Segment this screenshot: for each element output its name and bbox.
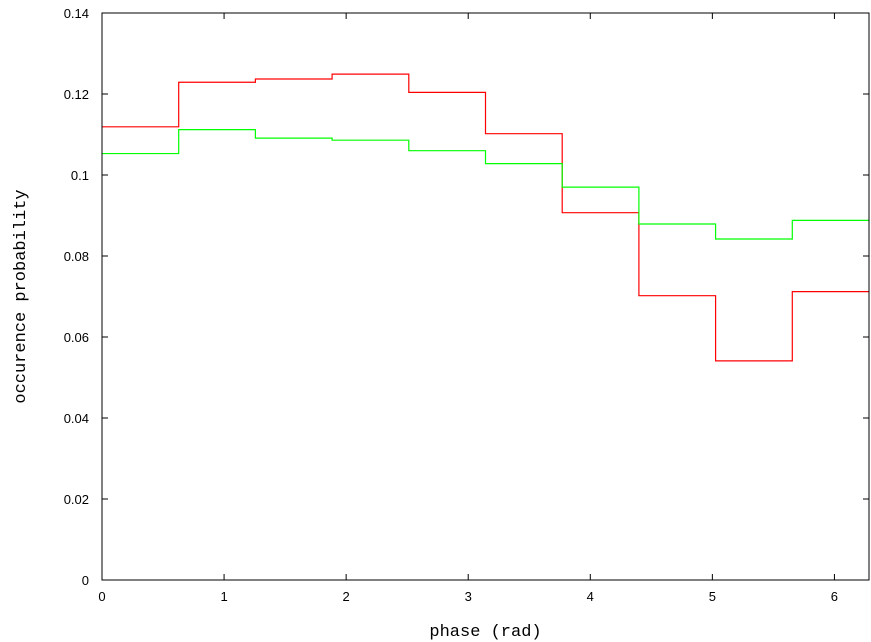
x-axis-label: phase (rad): [429, 623, 541, 642]
series-line-2: [102, 129, 869, 240]
y-tick-label: 0: [82, 573, 89, 588]
x-tick-label: 5: [709, 589, 716, 604]
y-tick-label: 0.1: [71, 168, 89, 183]
series-layer: [102, 73, 869, 362]
tick-layer: 0 1 2 3 4 5 6 0 0.02 0.04 0.06 0.08 0.1 0.12 0.14: [64, 6, 869, 604]
x-tick-label: 1: [220, 589, 227, 604]
series-line-1: [102, 73, 869, 362]
y-tick-label: 0.14: [64, 6, 89, 21]
y-tick-label: 0.08: [64, 249, 89, 264]
x-tick-label: 6: [831, 589, 838, 604]
y-tick-label: 0.12: [64, 87, 89, 102]
x-tick-label: 3: [465, 589, 472, 604]
y-tick-label: 0.02: [64, 492, 89, 507]
y-axis-label: occurence probability: [12, 189, 31, 403]
x-tick-label: 4: [587, 589, 594, 604]
y-tick-label: 0.04: [64, 411, 89, 426]
plot-frame: [101, 12, 870, 581]
y-tick-label: 0.06: [64, 330, 89, 345]
x-tick-label: 2: [343, 589, 350, 604]
x-tick-label: 0: [98, 589, 105, 604]
